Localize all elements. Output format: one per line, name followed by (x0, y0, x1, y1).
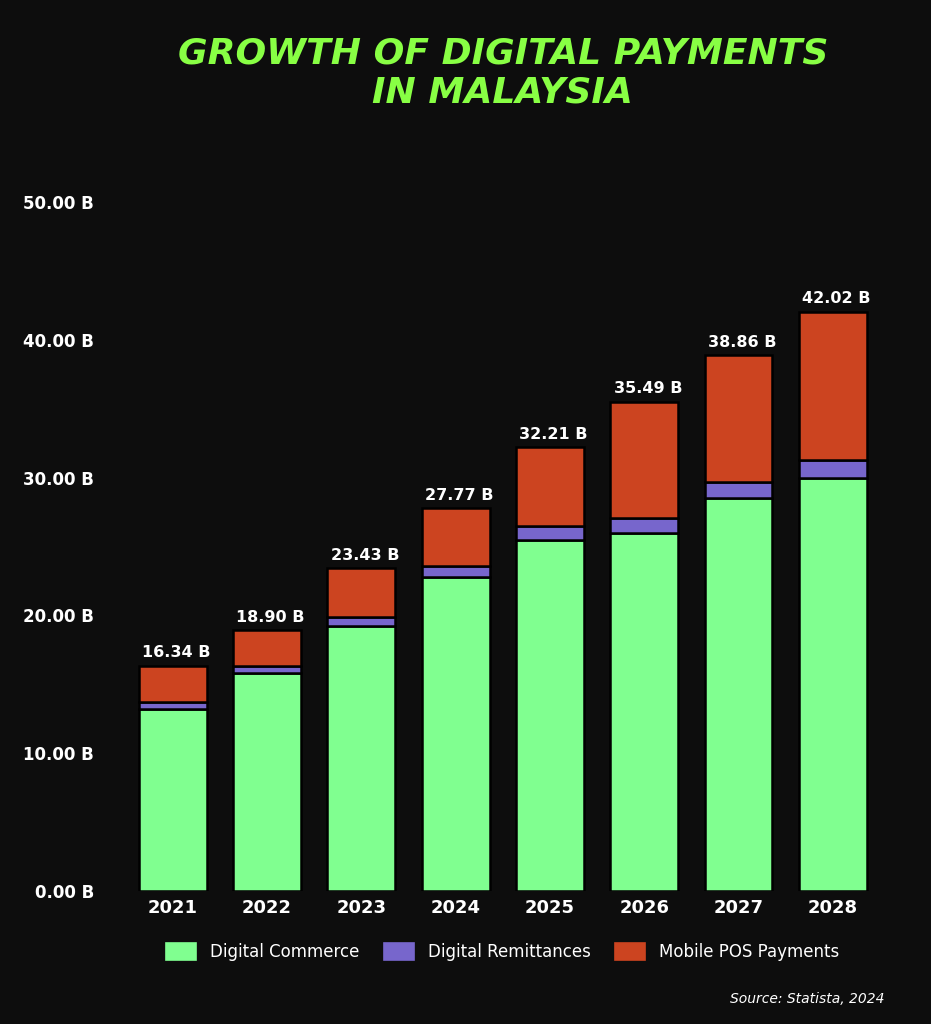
Bar (799, 461, 867, 477)
Text: 32.21 B: 32.21 B (519, 427, 587, 441)
Bar (233, 666, 301, 673)
Bar (328, 627, 396, 891)
Bar (610, 518, 678, 532)
Bar (516, 526, 584, 540)
Bar (422, 566, 490, 577)
Bar (233, 631, 301, 666)
Bar (328, 617, 396, 627)
Bar (799, 477, 867, 891)
Bar (610, 532, 678, 891)
Bar (422, 508, 490, 566)
Bar (139, 709, 207, 891)
Bar (328, 568, 396, 617)
Text: 18.90 B: 18.90 B (236, 610, 305, 625)
Bar (233, 673, 301, 891)
Bar (705, 499, 773, 891)
Text: 23.43 B: 23.43 B (331, 548, 399, 562)
Text: 27.77 B: 27.77 B (425, 487, 493, 503)
Text: 35.49 B: 35.49 B (614, 381, 682, 396)
Text: 16.34 B: 16.34 B (142, 645, 210, 660)
Bar (139, 702, 207, 709)
Bar (139, 666, 207, 702)
Title: GROWTH OF DIGITAL PAYMENTS
IN MALAYSIA: GROWTH OF DIGITAL PAYMENTS IN MALAYSIA (178, 36, 828, 110)
Bar (799, 312, 867, 461)
Bar (516, 447, 584, 526)
Bar (705, 355, 773, 482)
Bar (610, 401, 678, 518)
Bar (422, 577, 490, 891)
Text: 38.86 B: 38.86 B (708, 335, 776, 350)
Bar (705, 482, 773, 499)
Legend: Digital Commerce, Digital Remittances, Mobile POS Payments: Digital Commerce, Digital Remittances, M… (158, 935, 847, 970)
Text: Source: Statista, 2024: Source: Statista, 2024 (730, 991, 884, 1006)
Text: 42.02 B: 42.02 B (803, 292, 870, 306)
Bar (516, 540, 584, 891)
